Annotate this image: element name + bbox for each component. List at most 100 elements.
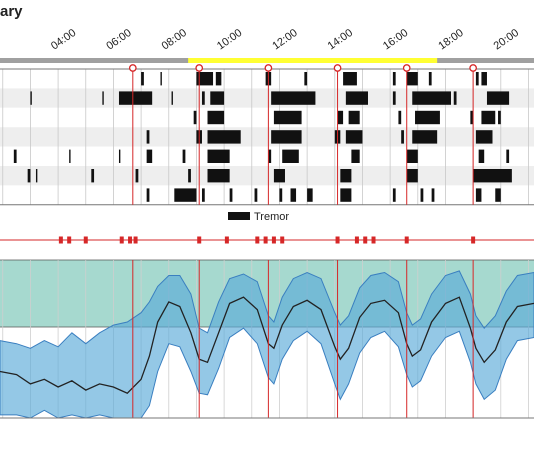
x-tick-label: 16:00 xyxy=(381,27,410,53)
event-marker xyxy=(263,236,268,244)
tremor-mark xyxy=(215,72,222,86)
tremor-mark xyxy=(69,149,71,163)
event-marker xyxy=(119,236,124,244)
event-marker xyxy=(255,236,260,244)
tremor-mark xyxy=(118,149,121,163)
x-tick-label: 06:00 xyxy=(104,27,133,53)
tremor-mark xyxy=(506,149,510,163)
tremor-mark xyxy=(481,72,487,86)
tremor-mark xyxy=(271,130,302,144)
tremor-mark xyxy=(210,91,225,105)
event-marker xyxy=(224,236,229,244)
tremor-mark xyxy=(271,91,316,105)
event-marker xyxy=(471,236,476,244)
tremor-mark xyxy=(254,188,258,202)
tremor-mark xyxy=(290,188,297,202)
dose-marker xyxy=(128,64,137,72)
tremor-mark xyxy=(478,149,485,163)
tremor-mark xyxy=(201,91,205,105)
tremor-mark xyxy=(135,169,139,183)
event-row xyxy=(0,166,534,186)
event-marker xyxy=(354,236,359,244)
tremor-mark xyxy=(207,149,230,163)
tremor-mark xyxy=(193,110,197,125)
median-line xyxy=(0,296,534,394)
event-marker xyxy=(128,236,133,244)
tremor-mark xyxy=(337,110,344,125)
tremor-mark xyxy=(160,72,162,86)
legend-label: Tremor xyxy=(254,211,289,223)
tremor-mark xyxy=(118,91,153,105)
x-tick-label: 12:00 xyxy=(270,27,299,53)
event-marker xyxy=(280,236,285,244)
x-tick-label: 14:00 xyxy=(326,27,355,53)
event-marker xyxy=(335,236,340,244)
tremor-mark xyxy=(392,91,396,105)
tremor-mark xyxy=(392,72,396,86)
tremor-mark xyxy=(415,110,440,125)
tremor-mark xyxy=(398,110,402,125)
tremor-mark xyxy=(475,188,482,202)
tremor-mark xyxy=(279,188,283,202)
tremor-mark xyxy=(207,110,225,125)
tremor-mark xyxy=(146,149,153,163)
x-tick-label: 10:00 xyxy=(215,27,244,53)
tremor-mark xyxy=(406,169,418,183)
dose-marker xyxy=(195,64,204,72)
tremor-mark xyxy=(401,130,404,144)
tremor-mark xyxy=(282,149,299,163)
event-marker xyxy=(197,236,202,244)
event-row xyxy=(0,127,534,147)
x-tick-label: 08:00 xyxy=(160,27,189,53)
tremor-mark xyxy=(141,72,144,86)
dose-marker xyxy=(264,64,273,72)
legend-swatch xyxy=(228,212,250,220)
dose-marker xyxy=(333,64,342,72)
tremor-mark xyxy=(146,188,150,202)
tremor-mark xyxy=(453,91,457,105)
dose-marker xyxy=(469,64,477,72)
tremor-mark xyxy=(268,149,272,163)
event-row xyxy=(0,185,534,205)
tremor-mark xyxy=(343,72,357,86)
event-marker xyxy=(271,236,276,244)
x-tick-label: 04:00 xyxy=(49,27,78,53)
tremor-mark xyxy=(207,169,230,183)
tremor-mark xyxy=(171,91,173,105)
tremor-mark xyxy=(207,130,241,144)
tremor-mark xyxy=(307,188,313,202)
tremor-mark xyxy=(35,169,38,183)
tremor-mark xyxy=(273,110,302,125)
event-marker xyxy=(58,236,63,244)
tremor-mark xyxy=(470,110,474,125)
tremor-mark xyxy=(182,149,186,163)
tremor-mark xyxy=(481,110,496,125)
dose-marker xyxy=(402,64,411,72)
tremor-mark xyxy=(345,130,363,144)
event-marker xyxy=(404,236,409,244)
tremor-mark xyxy=(428,72,432,86)
x-tick-label: 18:00 xyxy=(436,27,465,53)
tremor-mark xyxy=(473,169,512,183)
tremor-mark xyxy=(420,188,424,202)
event-row xyxy=(0,146,534,166)
tremor-mark xyxy=(196,72,214,86)
event-marker xyxy=(67,236,72,244)
tremor-mark xyxy=(475,130,493,144)
tremor-mark xyxy=(392,188,396,202)
tremor-mark xyxy=(102,91,104,105)
tremor-mark xyxy=(174,188,197,202)
event-row xyxy=(0,107,534,128)
tremor-mark xyxy=(406,149,418,163)
tremor-mark xyxy=(431,188,435,202)
tremor-mark xyxy=(412,91,451,105)
tremor-mark xyxy=(188,169,191,183)
tremor-mark xyxy=(486,91,510,105)
tremor-mark xyxy=(406,72,418,86)
tremor-mark xyxy=(229,188,233,202)
tremor-mark xyxy=(498,110,501,125)
event-marker xyxy=(133,236,138,244)
tremor-mark xyxy=(273,169,285,183)
tremor-mark xyxy=(348,110,360,125)
